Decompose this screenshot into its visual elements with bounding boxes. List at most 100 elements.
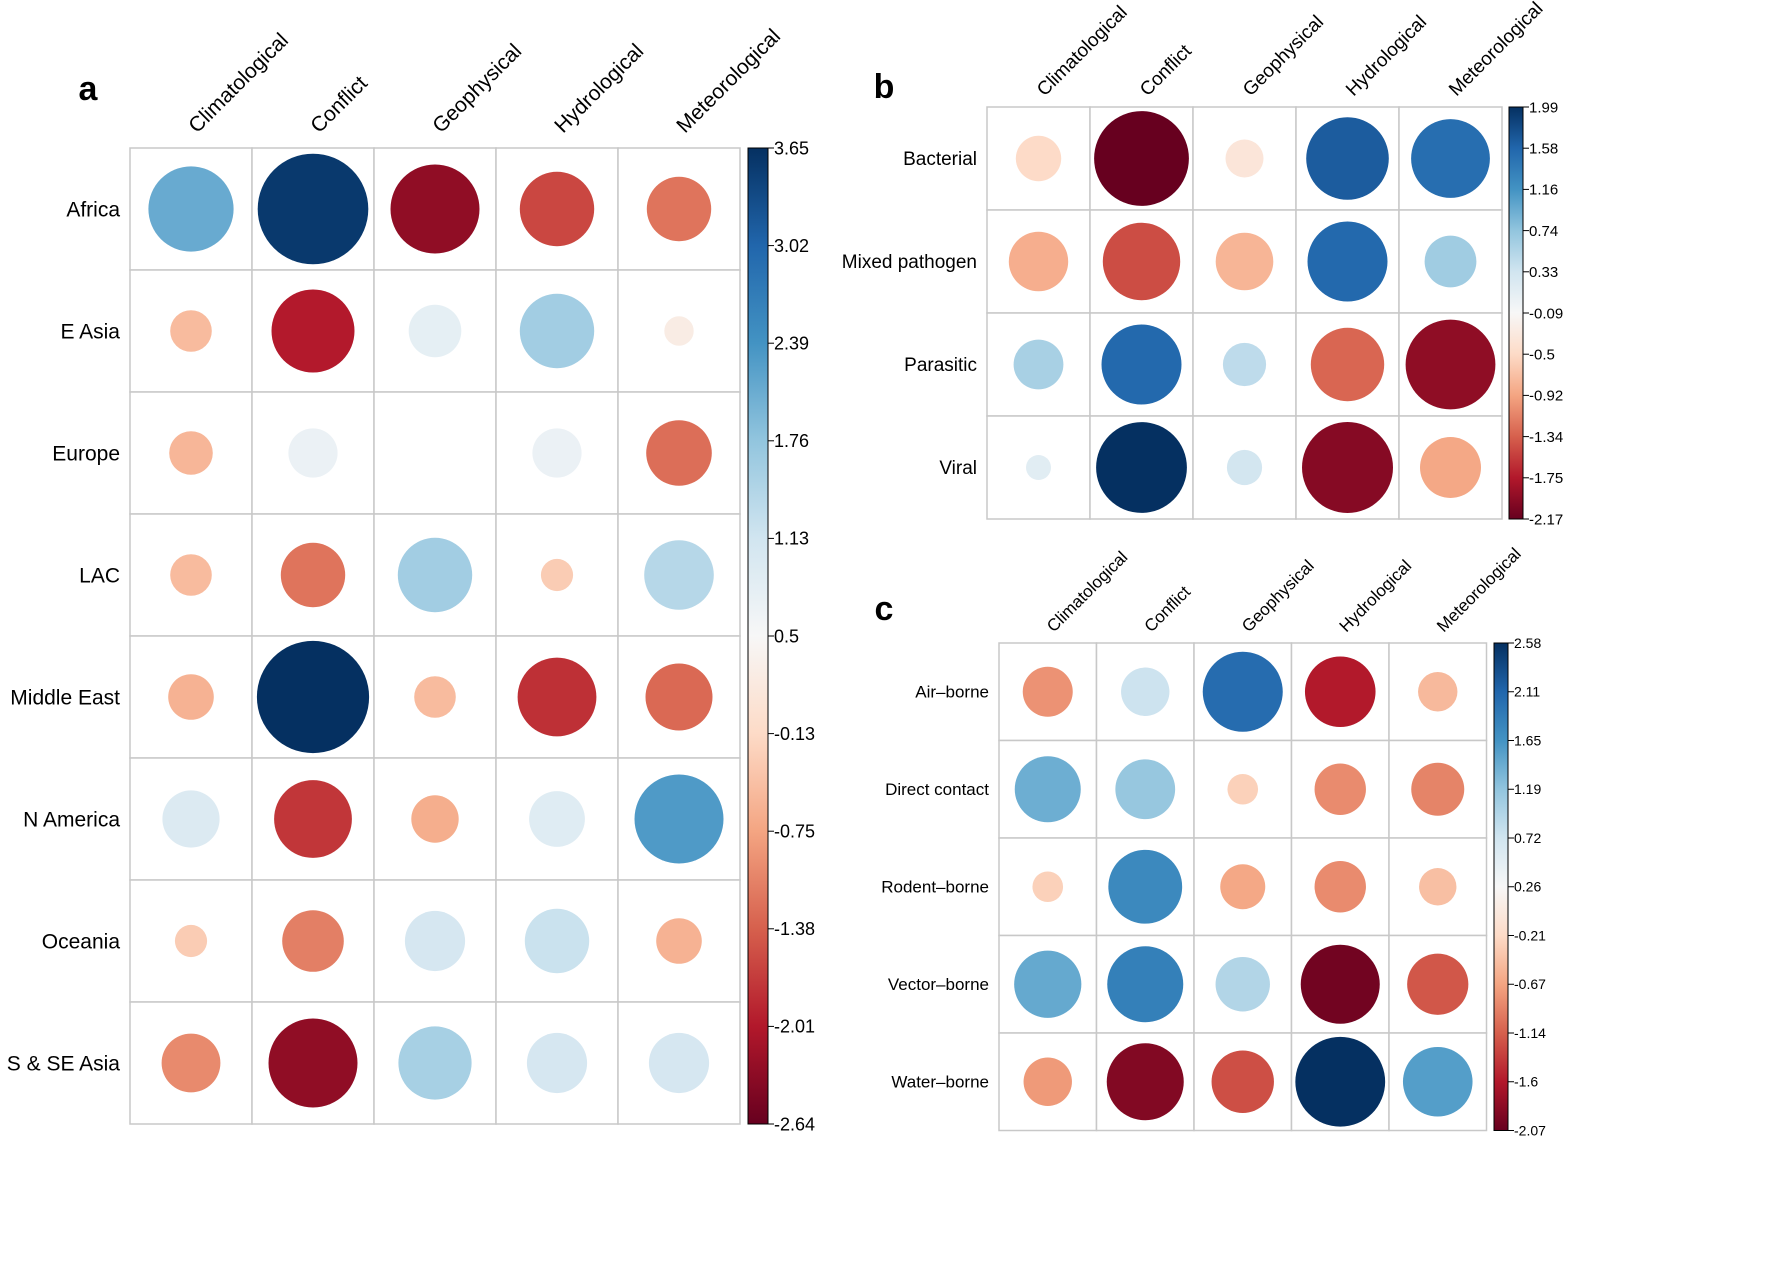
colorbar-tick-label: 2.11 [1514,684,1540,700]
row-label: Africa [66,198,120,221]
colorbar-tick-label: 3.02 [774,236,809,256]
colorbar-tick-label: -2.64 [774,1114,815,1134]
row-label: Air–borne [915,683,989,702]
grid-cell [617,391,741,515]
cell-circle-b-4-2 [1096,422,1187,513]
cell-circle-a-8-3 [398,1026,472,1100]
cell-circle-c-2-1 [1014,756,1081,823]
colorbar-tick-label: 0.5 [774,626,799,646]
row-label: Europe [52,442,120,465]
cell-circle-a-4-2 [280,542,346,608]
cell-circle-a-5-4 [517,657,597,737]
cell-circle-b-3-3 [1222,342,1267,387]
colorbar-tick-label: -2.01 [774,1017,815,1037]
colorbar-tick-label: -0.5 [1529,346,1555,363]
cell-circle-b-1-2 [1094,111,1189,206]
cell-circle-a-2-2 [271,289,355,373]
cell-circle-a-4-1 [170,554,212,596]
column-label: Conflict [1141,582,1195,636]
cell-circle-a-6-2 [274,780,352,858]
row-label: E Asia [60,320,120,343]
cell-circle-c-3-2 [1108,849,1183,924]
cell-circle-a-1-4 [519,171,595,247]
cell-circle-a-2-3 [408,304,462,358]
row-label: Oceania [42,930,121,953]
row-label: Parasitic [904,355,977,376]
cell-circle-a-6-5 [634,774,724,864]
cell-circle-a-3-2 [288,428,338,478]
cell-circle-b-2-4 [1307,221,1388,302]
colorbar-tick-label: 0.74 [1529,223,1558,240]
cell-circle-b-4-4 [1302,422,1393,513]
cell-circle-a-3-4 [532,428,582,478]
cell-circle-a-2-4 [519,293,595,369]
cell-circle-a-5-1 [168,674,214,720]
column-label: Meteorological [1445,0,1547,101]
cell-circle-b-1-4 [1306,117,1389,200]
cell-circle-a-7-3 [404,910,466,972]
cell-circle-a-4-5 [644,540,714,610]
colorbar-tick-label: 1.99 [1529,99,1558,116]
grid-cell [1192,209,1297,314]
grid-cell [373,635,497,759]
cell-circle-a-3-5 [646,420,712,486]
colorbar-tick-label: 1.16 [1529,182,1558,199]
colorbar-tick-label: -1.34 [1529,429,1563,446]
cell-circle-c-1-5 [1418,672,1458,712]
column-label: Conflict [1136,40,1196,100]
cell-circle-b-4-5 [1420,437,1481,498]
colorbar-a [747,147,769,1125]
cell-circle-c-2-4 [1314,763,1366,815]
column-label: Climatological [1033,2,1131,100]
cell-circle-b-2-5 [1424,235,1477,288]
colorbar-tick-label: -1.38 [774,919,815,939]
cell-circle-c-5-2 [1106,1043,1184,1121]
cell-circle-a-1-2 [257,153,369,265]
cell-circle-a-1-3 [390,164,480,254]
colorbar-tick-label: -0.21 [1514,927,1546,943]
cell-circle-c-4-5 [1407,953,1469,1015]
colorbar-tick-label: 1.58 [1529,140,1558,157]
row-label: Water–borne [891,1073,989,1092]
row-label: S & SE Asia [7,1052,121,1075]
panel-c: c Air–borne Direct contact Rodent–borne Vect… [875,544,1547,1138]
cell-circle-a-2-1 [170,310,212,352]
column-label: Geophysical [428,40,526,138]
cell-circle-b-2-2 [1102,222,1181,301]
cell-circle-a-8-1 [161,1033,221,1093]
cell-circle-c-3-1 [1032,871,1064,903]
cell-circle-c-5-3 [1211,1050,1274,1113]
cell-circle-b-4-1 [1026,455,1051,480]
cell-circle-b-2-3 [1215,232,1274,291]
column-label: Climatological [184,29,293,138]
cell-circle-a-4-3 [397,537,473,613]
row-label: N America [23,808,120,831]
cell-circle-c-4-1 [1014,950,1082,1018]
row-label: LAC [79,564,120,587]
cell-circle-a-6-3 [411,795,459,843]
cell-circle-b-2-1 [1008,231,1069,292]
colorbar-tick-label: -1.75 [1529,470,1563,487]
colorbar-tick-label: 1.19 [1514,781,1541,797]
row-label: Middle East [10,686,120,709]
cell-circle-a-8-5 [648,1032,710,1094]
cell-circle-c-4-4 [1300,944,1380,1024]
cell-circle-c-5-5 [1402,1046,1473,1117]
cell-circle-b-1-5 [1411,119,1490,198]
cell-circle-c-2-2 [1115,759,1176,820]
cell-circle-c-1-1 [1022,666,1073,717]
cell-circle-c-2-3 [1227,773,1259,805]
row-label: Vector–borne [888,975,989,994]
panel-b: b Bacterial Mixed pathogen Parasitic Viral Cl… [842,0,1563,528]
cell-circle-c-4-2 [1107,946,1184,1023]
column-label: Geophysical [1238,556,1318,636]
panel-label-c: c [875,590,894,628]
cell-circle-c-5-1 [1023,1057,1072,1106]
colorbar-tick-label: 2.58 [1514,635,1541,651]
cell-circle-c-1-3 [1202,651,1283,732]
colorbar-tick-label: -0.75 [774,822,815,842]
cell-circle-a-6-4 [529,791,585,847]
cell-circle-a-8-4 [526,1032,588,1094]
cell-circle-a-8-2 [268,1018,358,1108]
cell-circle-b-4-3 [1226,449,1263,486]
